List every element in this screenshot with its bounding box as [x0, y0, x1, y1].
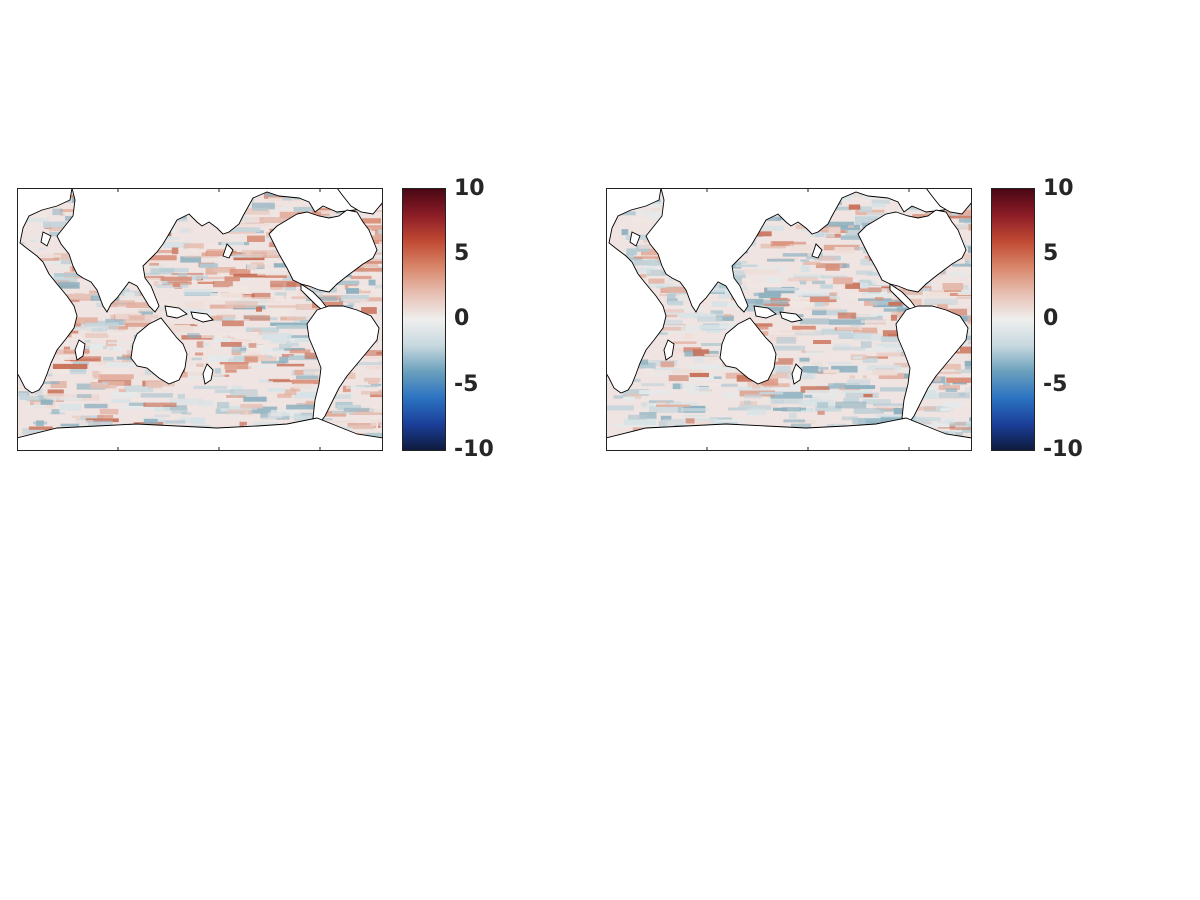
- land-polygon: [222, 243, 234, 259]
- land-polygon: [202, 363, 214, 385]
- colorbar-tick: -10: [1043, 437, 1083, 462]
- land-polygon: [336, 188, 383, 215]
- map-panel-left: [17, 188, 383, 451]
- land-polygon: [17, 417, 383, 451]
- colorbar-tick: -5: [454, 372, 479, 397]
- map-right: [606, 188, 972, 451]
- land-polygon: [629, 231, 641, 247]
- land-polygon: [56, 188, 383, 313]
- land-polygon: [306, 305, 380, 425]
- land-polygon: [857, 209, 967, 293]
- land-polygon: [74, 339, 86, 361]
- land-polygon: [606, 188, 667, 394]
- colorbar-tick: 10: [454, 176, 485, 201]
- colorbar-tick: 10: [1043, 176, 1074, 201]
- map-left: [17, 188, 383, 451]
- land-polygon: [268, 209, 378, 293]
- colorbar-tick: 0: [454, 306, 470, 331]
- landmasses: [606, 188, 972, 451]
- land-polygon: [925, 188, 972, 215]
- land-polygon: [40, 231, 52, 247]
- land-polygon: [130, 317, 188, 385]
- land-polygon: [645, 188, 972, 313]
- land-polygon: [753, 305, 777, 319]
- land-polygon: [17, 188, 78, 394]
- colorbar-left: 10 5 0 -5 -10: [402, 178, 494, 461]
- colorbar-tick: -5: [1043, 372, 1068, 397]
- land-polygon: [779, 311, 803, 323]
- colorbar-tick: 0: [1043, 306, 1059, 331]
- land-polygon: [811, 243, 823, 259]
- map-panel-right: [606, 188, 972, 451]
- colorbar-ramp-right: [991, 188, 1035, 451]
- colorbar-tick: 5: [454, 241, 470, 266]
- land-polygon: [663, 339, 675, 361]
- land-polygon: [719, 317, 777, 385]
- landmasses: [17, 188, 383, 451]
- colorbar-tick: -10: [454, 437, 494, 462]
- land-polygon: [895, 305, 969, 425]
- map-frame: [606, 188, 972, 451]
- land-polygon: [791, 363, 803, 385]
- colorbar-tick: 5: [1043, 241, 1059, 266]
- map-frame: [17, 188, 383, 451]
- land-polygon: [164, 305, 188, 319]
- colorbar-right: 10 5 0 -5 -10: [991, 178, 1083, 461]
- land-polygon: [606, 417, 972, 451]
- colorbar-ramp-left: [402, 188, 446, 451]
- land-polygon: [190, 311, 214, 323]
